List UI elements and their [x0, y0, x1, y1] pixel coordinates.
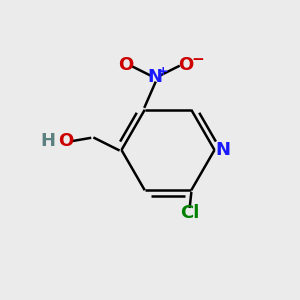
- Text: O: O: [118, 56, 133, 74]
- Text: N: N: [148, 68, 163, 86]
- Text: O: O: [58, 132, 74, 150]
- Text: +: +: [158, 65, 168, 78]
- Text: H: H: [40, 132, 56, 150]
- Text: −: −: [191, 52, 204, 67]
- Text: O: O: [178, 56, 193, 74]
- Text: N: N: [215, 141, 230, 159]
- Text: Cl: Cl: [180, 204, 200, 222]
